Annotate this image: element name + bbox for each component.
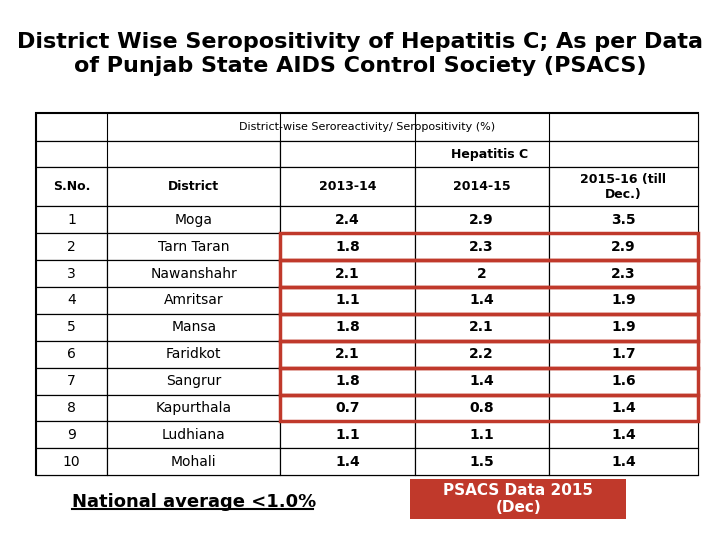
Text: 3: 3: [67, 267, 76, 280]
Text: 1.1: 1.1: [335, 428, 360, 442]
Text: Ludhiana: Ludhiana: [162, 428, 225, 442]
Text: 2.2: 2.2: [469, 347, 494, 361]
Text: District-wise Seroreactivity/ Seropositivity (%): District-wise Seroreactivity/ Seropositi…: [239, 123, 495, 132]
Text: 2: 2: [477, 267, 487, 280]
Text: PSACS Data 2015
(Dec): PSACS Data 2015 (Dec): [444, 483, 593, 515]
Text: 1.1: 1.1: [335, 293, 360, 307]
Text: District Wise Seropositivity of Hepatitis C; As per Data
of Punjab State AIDS Co: District Wise Seropositivity of Hepatiti…: [17, 32, 703, 76]
Text: Amritsar: Amritsar: [164, 293, 223, 307]
Text: 2014-15: 2014-15: [453, 180, 510, 193]
Text: 3.5: 3.5: [611, 213, 636, 227]
Text: 1.9: 1.9: [611, 320, 636, 334]
Text: Tarn Taran: Tarn Taran: [158, 240, 230, 254]
Text: 2.1: 2.1: [335, 347, 360, 361]
Text: 2.3: 2.3: [611, 267, 636, 280]
Text: 8: 8: [67, 401, 76, 415]
Text: 2.4: 2.4: [335, 213, 360, 227]
Text: 2.1: 2.1: [469, 320, 494, 334]
Text: 0.7: 0.7: [336, 401, 360, 415]
Text: 1.1: 1.1: [469, 428, 494, 442]
Text: 9: 9: [67, 428, 76, 442]
Text: Mohali: Mohali: [171, 455, 217, 469]
Text: Mansa: Mansa: [171, 320, 216, 334]
Text: Hepatitis C: Hepatitis C: [451, 148, 528, 161]
Text: Moga: Moga: [175, 213, 212, 227]
Text: Faridkot: Faridkot: [166, 347, 222, 361]
Text: 2.9: 2.9: [611, 240, 636, 254]
Text: Kapurthala: Kapurthala: [156, 401, 232, 415]
Text: S.No.: S.No.: [53, 180, 90, 193]
Text: 2: 2: [67, 240, 76, 254]
Text: 2.1: 2.1: [335, 267, 360, 280]
Text: 1.9: 1.9: [611, 293, 636, 307]
Text: 1.8: 1.8: [335, 320, 360, 334]
Text: 6: 6: [67, 347, 76, 361]
Text: National average <1.0%: National average <1.0%: [72, 493, 316, 511]
Text: 1.7: 1.7: [611, 347, 636, 361]
Text: District: District: [168, 180, 220, 193]
Text: 2013-14: 2013-14: [319, 180, 377, 193]
Text: Sangrur: Sangrur: [166, 374, 221, 388]
Text: 5: 5: [67, 320, 76, 334]
Text: 1.4: 1.4: [469, 374, 494, 388]
Text: 0.8: 0.8: [469, 401, 494, 415]
Text: 1.4: 1.4: [611, 428, 636, 442]
Text: 7: 7: [67, 374, 76, 388]
Text: 1.6: 1.6: [611, 374, 636, 388]
Text: 10: 10: [63, 455, 81, 469]
Text: 1.4: 1.4: [335, 455, 360, 469]
Text: 2.3: 2.3: [469, 240, 494, 254]
Text: 1.4: 1.4: [611, 401, 636, 415]
Text: 1.5: 1.5: [469, 455, 494, 469]
Text: Nawanshahr: Nawanshahr: [150, 267, 237, 280]
Text: 1.4: 1.4: [611, 455, 636, 469]
Text: 2015-16 (till
Dec.): 2015-16 (till Dec.): [580, 173, 667, 201]
Text: 1: 1: [67, 213, 76, 227]
Text: 1.8: 1.8: [335, 374, 360, 388]
Text: 1.4: 1.4: [469, 293, 494, 307]
Text: 1.8: 1.8: [335, 240, 360, 254]
Text: 4: 4: [67, 293, 76, 307]
Text: 2.9: 2.9: [469, 213, 494, 227]
